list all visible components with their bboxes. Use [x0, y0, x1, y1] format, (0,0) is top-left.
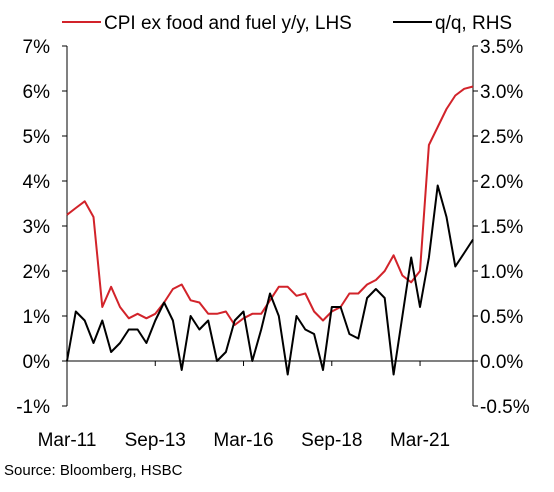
left-tick-label: 5%	[23, 127, 51, 148]
right-tick-label: 1.0%	[480, 262, 523, 283]
left-axis-ticks: -1% 0% 1% 2% 3% 4% 5% 6% 7%	[16, 37, 67, 418]
legend-label-cpi: CPI ex food and fuel y/y, LHS	[104, 13, 352, 34]
x-tick-label: Sep-18	[301, 430, 362, 451]
left-tick-label: -1%	[16, 397, 50, 418]
left-tick-label: 3%	[23, 217, 51, 238]
legend: CPI ex food and fuel y/y, LHS q/q, RHS	[62, 13, 512, 34]
right-tick-label: 0.0%	[480, 352, 523, 373]
x-tick-label: Mar-16	[213, 430, 273, 451]
source-note: Source: Bloomberg, HSBC	[4, 462, 183, 479]
left-tick-label: 0%	[23, 352, 51, 373]
x-tick-label: Mar-21	[390, 430, 450, 451]
axes	[66, 46, 474, 406]
left-tick-label: 1%	[23, 307, 51, 328]
left-tick-label: 4%	[23, 172, 51, 193]
x-tick-label: Sep-13	[125, 430, 186, 451]
legend-label-qq: q/q, RHS	[435, 13, 512, 34]
right-tick-label: 2.0%	[480, 172, 523, 193]
right-tick-label: 1.5%	[480, 217, 523, 238]
right-tick-label: 0.5%	[480, 307, 523, 328]
series-layer	[66, 85, 474, 376]
right-tick-label: 2.5%	[480, 127, 523, 148]
right-tick-label: 3.0%	[480, 82, 523, 103]
series-line-qq	[66, 184, 474, 376]
x-tick-label: Mar-11	[38, 430, 97, 451]
x-axis-ticks: Mar-11 Sep-13 Mar-16 Sep-18 Mar-21	[38, 361, 450, 451]
right-tick-label: -0.5%	[480, 397, 530, 418]
series-line-cpi-yy	[66, 85, 474, 326]
left-tick-label: 2%	[23, 262, 51, 283]
right-tick-label: 3.5%	[480, 37, 523, 58]
right-axis-ticks: -0.5% 0.0% 0.5% 1.0% 1.5% 2.0% 2.5% 3.0% 3.5%	[473, 37, 530, 418]
left-tick-label: 6%	[23, 82, 51, 103]
left-tick-label: 7%	[23, 37, 51, 58]
